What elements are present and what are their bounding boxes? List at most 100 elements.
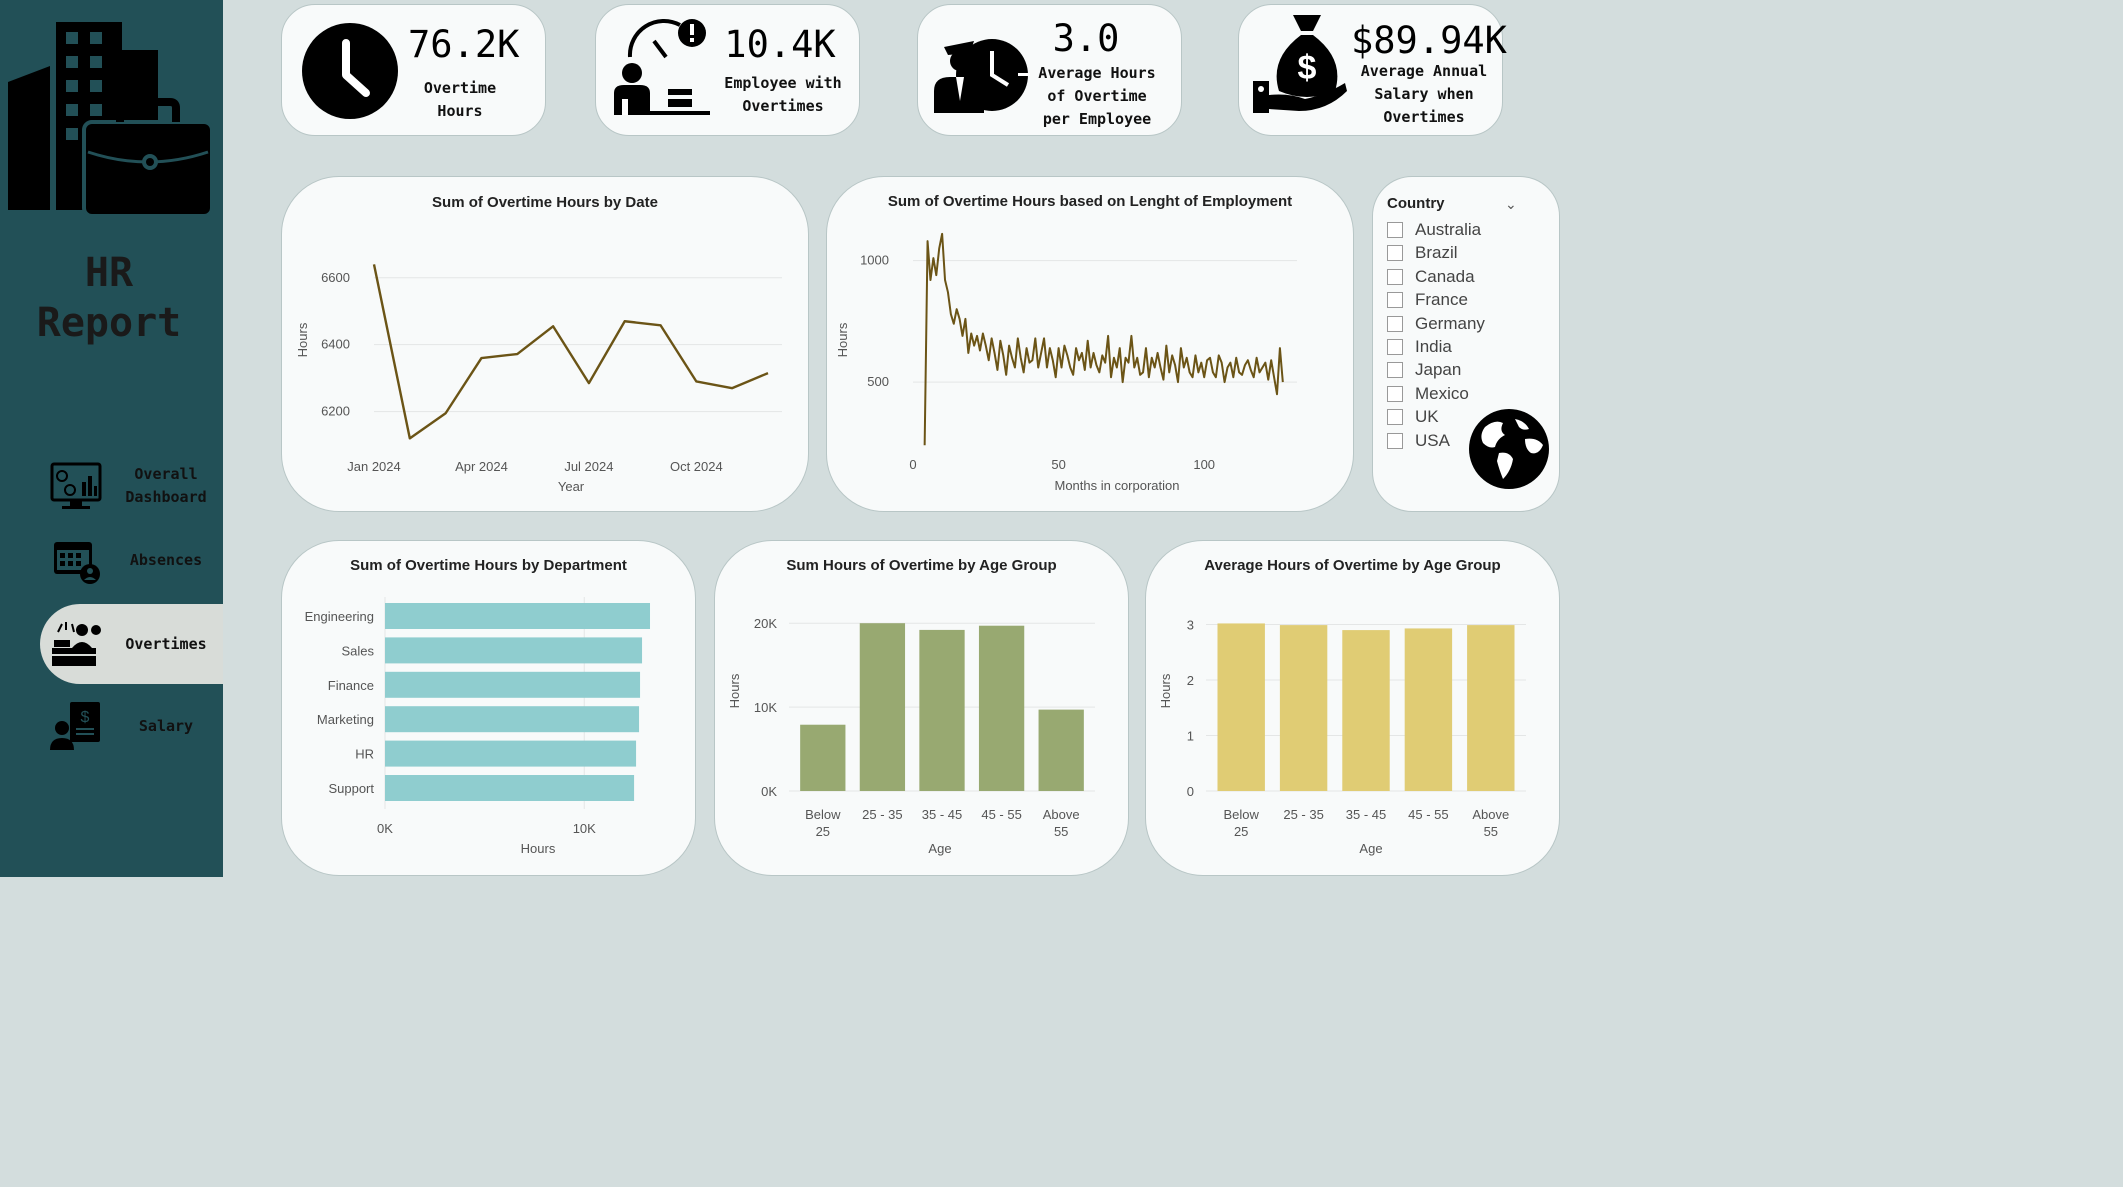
slicer-option[interactable]: Germany: [1387, 313, 1485, 335]
nav-overall-dashboard[interactable]: Overall Dashboard: [40, 446, 223, 526]
chart-title: Sum of Overtime Hours based on Lenght of…: [887, 193, 1293, 210]
slicer-option-label: France: [1415, 290, 1468, 310]
checkbox[interactable]: [1387, 362, 1403, 379]
y-tick-label: 0K: [761, 784, 777, 799]
slicer-option[interactable]: Brazil: [1387, 242, 1458, 264]
y-tick-label: 1000: [860, 253, 889, 268]
x-axis-title: Age: [928, 841, 951, 856]
salary-document-icon: $: [50, 702, 100, 750]
bar: [1342, 630, 1390, 791]
bar: [1279, 625, 1328, 791]
chevron-down-icon[interactable]: ⌄: [1505, 197, 1517, 213]
slicer-option[interactable]: India: [1387, 336, 1452, 358]
x-tick-label: 0: [909, 457, 916, 472]
slicer-title: Country: [1387, 195, 1445, 212]
slicer-option[interactable]: France: [1387, 289, 1468, 311]
bar: [978, 625, 1025, 791]
slicer-option-label: Australia: [1415, 220, 1482, 239]
svg-text:$: $: [1298, 49, 1317, 87]
x-tick-label: 50: [1051, 457, 1065, 472]
slicer-option[interactable]: USA: [1387, 430, 1450, 452]
y-tick-label: 2: [1187, 673, 1194, 688]
bar: [1467, 625, 1515, 791]
kpi-label: Overtime Hours: [423, 79, 497, 120]
bar: [385, 637, 643, 664]
hr-building-briefcase-icon: [8, 22, 214, 216]
bar: [1038, 709, 1084, 791]
overtime-worker-icon: [52, 622, 101, 666]
country-slicer: Country ⌄ Australia Brazil Canada France Ger…: [1372, 176, 1560, 512]
x-tick-label: 45 - 55: [1408, 807, 1448, 822]
x-tick-label: 35 - 45: [1346, 807, 1386, 822]
y-tick-label: 20K: [754, 616, 777, 631]
chart-overtime-by-department: Sum of Overtime Hours by Department 0K 10…: [281, 540, 696, 876]
kpi-card-employee-overtimes: 10.4K Employee with Overtimes: [595, 4, 860, 136]
nav-salary[interactable]: $ Salary: [40, 686, 223, 766]
nav-label: Overtimes: [125, 634, 207, 653]
kpi-card-average-salary: $ $89.94K Average Annual Salary when Ove…: [1238, 4, 1507, 136]
bar: [385, 740, 637, 767]
slicer-option-label: Canada: [1415, 266, 1475, 286]
bar: [800, 724, 846, 791]
nav-overtimes[interactable]: Overtimes: [40, 604, 223, 684]
x-tick-label: Above 55: [1043, 807, 1080, 839]
kpi-value: 3.0: [1052, 17, 1120, 60]
x-tick-label: 45 - 55: [981, 807, 1021, 822]
checkbox[interactable]: [1387, 432, 1403, 449]
bar-chart-department-svg: 0K 10K Engineering Sales Finance Marketing HR S…: [305, 597, 651, 856]
checkbox[interactable]: [1387, 292, 1403, 309]
chart-title: Sum of Overtime Hours by Department: [350, 557, 627, 574]
checkbox[interactable]: [1387, 339, 1403, 355]
checkbox[interactable]: [1387, 245, 1403, 262]
x-tick-label: Jan 2024: [347, 459, 401, 474]
x-tick-label: Below 25: [1223, 807, 1259, 839]
y-tick-label: Engineering: [305, 609, 374, 624]
y-tick-label: 1: [1187, 729, 1194, 744]
bar: [859, 623, 906, 791]
checkbox[interactable]: [1387, 222, 1403, 238]
x-tick-label: 25 - 35: [862, 807, 902, 822]
x-axis-title: Months in corporation: [1054, 478, 1179, 493]
bar: [1217, 623, 1265, 791]
clock-icon: [302, 23, 398, 119]
checkbox[interactable]: [1387, 268, 1403, 285]
slicer-option-label: UK: [1415, 407, 1439, 427]
employee-alert-icon: [614, 19, 710, 115]
x-axis-title: Year: [558, 479, 585, 494]
y-tick-label: Finance: [328, 678, 374, 693]
slicer-option[interactable]: Canada: [1387, 266, 1475, 288]
x-axis-title: Age: [1359, 841, 1382, 856]
y-tick-label: 500: [867, 374, 889, 389]
checkbox[interactable]: [1387, 409, 1403, 426]
employee-clock-icon: [934, 39, 1030, 113]
chart-title: Sum Hours of Overtime by Age Group: [786, 557, 1057, 574]
bar: [385, 706, 640, 733]
checkbox[interactable]: [1387, 385, 1403, 402]
slicer-option[interactable]: Mexico: [1387, 383, 1469, 405]
line-chart-date-svg: 6200 6400 6600 Jan 2024 Apr 2024 Jul 2024 Oct …: [295, 264, 782, 494]
y-axis-title: Hours: [295, 322, 310, 357]
y-tick-label: Sales: [341, 643, 374, 658]
y-tick-label: 6400: [321, 337, 350, 352]
chart-overtime-by-date: Sum of Overtime Hours by Date 6200 6400 66…: [281, 176, 809, 512]
report-title: HR Report: [36, 250, 182, 346]
kpi-card-average-hours: 3.0 Average Hours of Overtime per Employ…: [917, 4, 1182, 136]
x-tick-label: Apr 2024: [455, 459, 508, 474]
kpi-label: Employee with Overtimes: [724, 74, 842, 115]
globe-icon: [1469, 409, 1549, 489]
checkbox[interactable]: [1387, 315, 1403, 332]
x-tick-label: Below 25: [805, 807, 841, 839]
nav-label: Overall Dashboard: [125, 465, 207, 506]
line-chart-length-svg: 500 1000 0 50 100 Months in corporation Hours: [835, 232, 1297, 493]
y-axis-title: Hours: [727, 673, 742, 708]
slicer-option[interactable]: Australia: [1387, 219, 1481, 241]
slicer-option[interactable]: UK: [1387, 406, 1439, 428]
slicer-option[interactable]: Japan: [1387, 359, 1461, 381]
y-tick-label: 10K: [754, 700, 777, 715]
kpi-label: Average Annual Salary when Overtimes: [1360, 62, 1488, 126]
y-tick-label: HR: [355, 747, 374, 762]
chart-avg-overtime-by-age: Average Hours of Overtime by Age Group 0…: [1145, 540, 1560, 876]
nav-absences[interactable]: Absences: [40, 520, 223, 600]
chart-sum-overtime-by-age: Sum Hours of Overtime by Age Group 0K 10K…: [714, 540, 1129, 876]
y-tick-label: Marketing: [317, 712, 374, 727]
